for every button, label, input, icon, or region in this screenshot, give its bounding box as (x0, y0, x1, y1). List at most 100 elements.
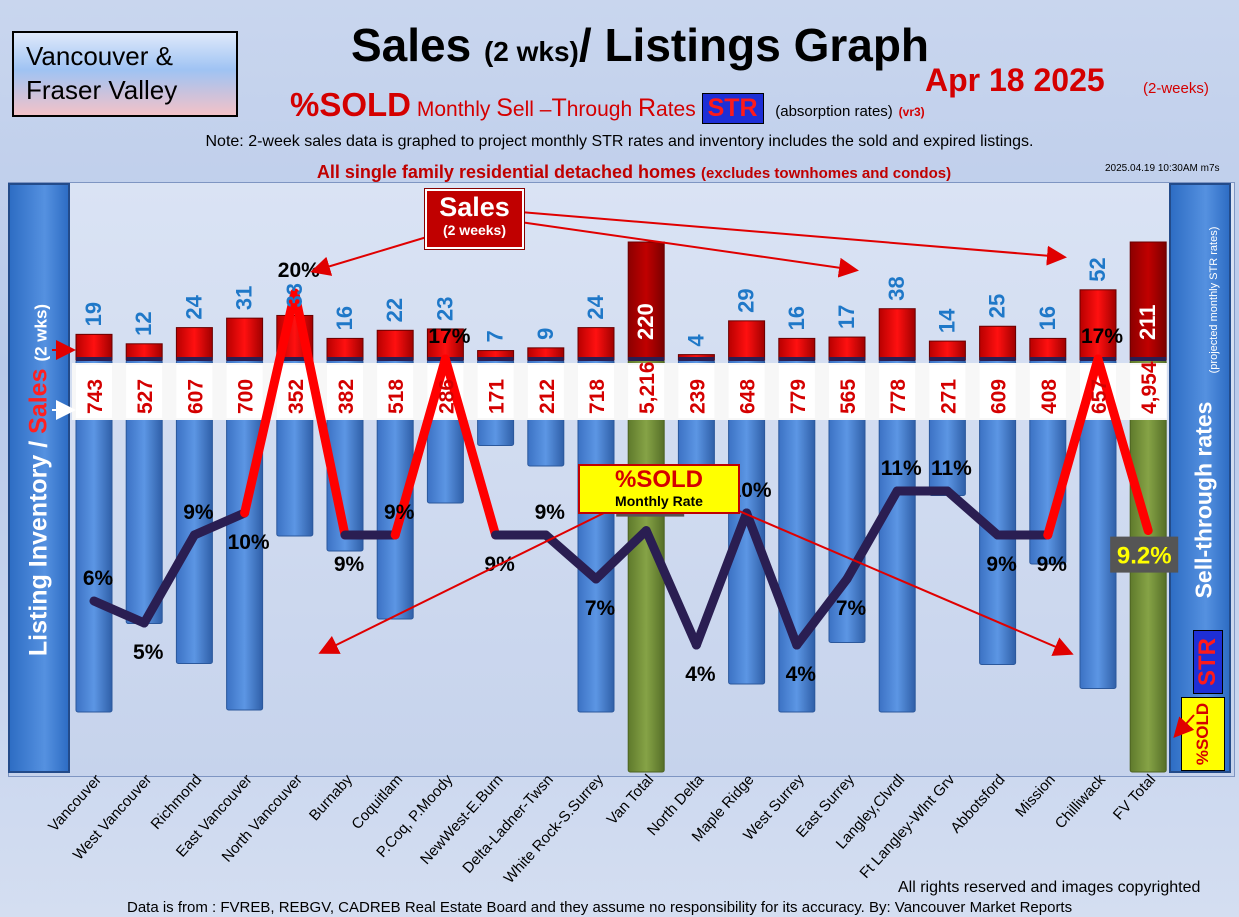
inventory-label: 5,216 (636, 361, 659, 414)
pct-label: 9% (986, 553, 1017, 576)
str-segment (139, 530, 199, 628)
sales-bars (75, 241, 1167, 361)
subtitle-version: (vr3) (898, 105, 925, 119)
sales-bar (979, 325, 1017, 361)
str-segment (440, 354, 501, 540)
sales-label: 7 (483, 330, 508, 342)
inventory-label-bg (377, 365, 414, 418)
inventory-label-bg (778, 365, 815, 418)
bar-baseline (276, 357, 313, 361)
pct-label: 11% (931, 457, 972, 480)
str-segment (742, 508, 802, 650)
inventory-label-bg (1130, 365, 1167, 418)
inventory-label-bg (829, 365, 865, 418)
str-segment (290, 288, 350, 540)
sales-label: 16 (332, 306, 357, 330)
str-segment (842, 486, 902, 584)
category-label: Van Total (604, 771, 658, 828)
inventory-label-bg (126, 365, 163, 418)
sales-label: 12 (131, 311, 156, 335)
copyright: All rights reserved and images copyright… (898, 879, 1201, 896)
title-paren: (2 wks) (483, 36, 579, 67)
sales-bar (175, 327, 213, 361)
sales-label: 38 (884, 276, 909, 300)
pct-label: 4% (685, 663, 716, 686)
str-segment (591, 526, 651, 584)
sales-bar (326, 337, 364, 361)
subtitle-cap: T (551, 94, 567, 122)
inventory-label: 743 (84, 379, 107, 414)
inventory-label-bg (578, 365, 614, 418)
inventory-label-bg (477, 365, 514, 418)
region-box: Vancouver & Fraser Valley (12, 31, 238, 117)
inventory-label-bg (276, 365, 313, 418)
pct-label: 7% (585, 597, 616, 620)
sales-label: 19 (81, 302, 106, 326)
sales-bar (627, 241, 665, 361)
sold-callout-title: %SOLD (614, 466, 703, 493)
category-label: White Rock-S.Surrey (501, 771, 608, 887)
note: Note: 2-week sales data is graphed to pr… (205, 133, 1034, 150)
inventory-label: 171 (486, 379, 509, 414)
str-segment (1043, 354, 1103, 540)
bar-baseline (327, 357, 363, 361)
category-label: Mission (1012, 771, 1059, 820)
pct-total-box (1110, 536, 1179, 573)
pct-label: 9.2% (1117, 543, 1172, 570)
pct-label: 9% (183, 501, 214, 524)
bar-baseline (829, 357, 865, 361)
str-segment (240, 288, 300, 518)
inventory-label: 352 (285, 379, 308, 414)
pct-label: 10% (228, 531, 270, 554)
title-main: Sales (350, 19, 472, 71)
pct-label: 7% (836, 597, 867, 620)
sales-label: 4 (683, 334, 708, 347)
inventory-label: 778 (887, 379, 910, 414)
str-segment (89, 596, 149, 628)
inventory-label-bg (929, 365, 966, 418)
inventory-label: 779 (787, 379, 810, 414)
subtitle-word: hrough (566, 98, 633, 121)
sold-callout-sub: Monthly Rate (615, 493, 703, 509)
str-segment (541, 530, 601, 584)
region-label: Vancouver & Fraser Valley (26, 41, 178, 105)
timestamp: 2025.04.19 10:30AM m7s (1105, 163, 1220, 174)
inventory-label: 527 (134, 379, 157, 414)
subtitle-word: ates (656, 98, 696, 121)
sales-label: 31 (232, 286, 257, 310)
sales-label: 33 (282, 283, 307, 307)
bar-baseline (377, 357, 414, 361)
pct-label: 9% (384, 501, 415, 524)
bar-baseline (678, 357, 715, 361)
sales-bar (778, 337, 816, 361)
sales-bar (376, 329, 414, 361)
inventory-label-bg (76, 365, 112, 418)
category-label: Delta-Ladner-Twsn (459, 771, 556, 877)
str-segment (691, 508, 752, 650)
bar-baseline (126, 357, 163, 361)
bar-baseline (578, 357, 614, 361)
inventory-label-bg (728, 365, 765, 418)
sales-bar (577, 327, 615, 361)
sales-label: 22 (382, 298, 407, 322)
report-date-suffix: (2-weeks) (1143, 80, 1209, 97)
inventory-label: 4,954 (1138, 361, 1161, 414)
inventory-label: 718 (586, 379, 609, 414)
inventory-label: 565 (837, 379, 860, 414)
inventory-label-bg (226, 365, 263, 418)
subtitle: %SOLD Monthly Sell –Through Rates STR (a… (290, 86, 925, 124)
subtitle-cap: S (496, 94, 513, 122)
bar-baseline (477, 357, 514, 361)
sales-label: 24 (181, 294, 206, 319)
category-label: Chilliwack (1052, 771, 1110, 832)
inventory-label-bg (628, 365, 665, 418)
inventory-label-bg (678, 365, 715, 418)
pct-label: 9% (1037, 553, 1068, 576)
sales-bar (1079, 289, 1117, 361)
bar-baseline (1130, 357, 1167, 361)
sales-label: 16 (1035, 306, 1060, 330)
bar-baseline (76, 357, 112, 361)
pct-label: 6% (83, 567, 114, 590)
detached-paren: (excludes townhomes and condos) (701, 165, 952, 182)
